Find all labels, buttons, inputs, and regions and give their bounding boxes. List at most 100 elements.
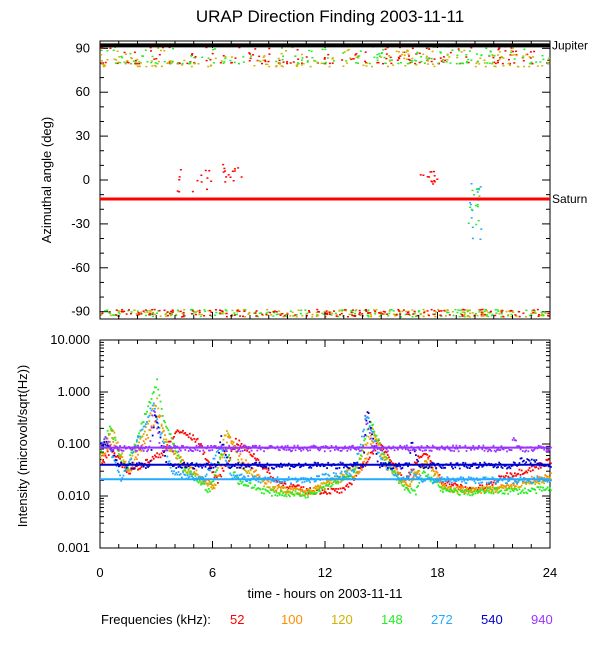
series-point-52 xyxy=(313,493,316,495)
scatter-point xyxy=(532,56,535,58)
series-point-540 xyxy=(514,462,516,464)
series-point-272 xyxy=(314,480,317,482)
scatter-point xyxy=(515,54,518,57)
series-point-52 xyxy=(420,456,423,458)
series-point-120 xyxy=(505,486,507,489)
series-point-52 xyxy=(119,457,121,460)
series-point-940 xyxy=(356,446,359,449)
series-point-272 xyxy=(121,477,124,479)
series-point-120 xyxy=(497,487,499,490)
scatter-point xyxy=(426,176,429,178)
series-point-540 xyxy=(145,467,147,469)
scatter-point xyxy=(266,308,269,311)
series-point-940 xyxy=(114,445,117,448)
series-point-940 xyxy=(195,444,198,447)
scatter-point xyxy=(528,314,531,317)
scatter-point xyxy=(196,179,199,182)
series-point-120 xyxy=(417,469,420,472)
series-point-148 xyxy=(173,442,175,445)
series-point-120 xyxy=(174,452,177,455)
series-point-148 xyxy=(372,423,375,426)
series-point-940 xyxy=(269,444,272,447)
series-point-52 xyxy=(129,472,132,475)
series-point-148 xyxy=(536,486,539,488)
series-point-540 xyxy=(284,464,287,467)
series-point-540 xyxy=(203,463,206,466)
series-point-52 xyxy=(426,453,429,456)
y-tick-label: 30 xyxy=(76,128,90,143)
scatter-point xyxy=(420,60,423,63)
series-point-272 xyxy=(466,479,469,482)
series-point-540 xyxy=(289,467,291,470)
series-point-120 xyxy=(280,488,282,491)
scatter-point xyxy=(475,62,478,65)
series-point-52 xyxy=(308,492,310,495)
scatter-point xyxy=(478,187,481,190)
scatter-point xyxy=(282,55,285,57)
series-point-52 xyxy=(130,468,133,471)
series-point-52 xyxy=(325,491,327,494)
series-point-940 xyxy=(533,448,535,451)
series-point-120 xyxy=(519,485,522,488)
series-point-272 xyxy=(312,478,315,480)
series-point-272 xyxy=(168,460,171,463)
series-point-272 xyxy=(457,479,460,482)
scatter-point xyxy=(214,57,217,60)
series-point-100 xyxy=(319,486,322,489)
series-point-940 xyxy=(119,445,121,447)
series-point-148 xyxy=(204,488,207,491)
series-point-540 xyxy=(193,467,196,470)
scatter-point xyxy=(158,53,161,56)
scatter-point xyxy=(355,62,358,64)
scatter-point xyxy=(425,47,428,50)
series-point-52 xyxy=(296,484,299,487)
series-point-540 xyxy=(130,467,133,470)
series-point-540 xyxy=(425,466,427,469)
series-point-940 xyxy=(266,447,269,450)
series-point-148 xyxy=(299,494,301,497)
series-point-540 xyxy=(191,462,193,464)
scatter-point xyxy=(409,61,412,64)
scatter-point xyxy=(123,51,126,54)
series-point-148 xyxy=(316,491,318,494)
series-point-100 xyxy=(304,490,307,492)
series-point-272 xyxy=(328,474,331,477)
series-point-272 xyxy=(240,473,243,476)
series-point-272 xyxy=(226,461,228,464)
series-point-540 xyxy=(347,467,350,469)
series-point-120 xyxy=(501,486,504,489)
series-point-52 xyxy=(137,468,139,471)
series-point-100 xyxy=(220,464,223,467)
series-point-120 xyxy=(466,486,469,489)
series-point-272 xyxy=(132,451,135,453)
series-point-540 xyxy=(237,462,240,464)
scatter-point xyxy=(189,62,192,65)
scatter-point xyxy=(407,62,410,65)
series-point-100 xyxy=(530,475,533,478)
series-point-120 xyxy=(445,488,448,491)
scatter-point xyxy=(482,315,485,317)
scatter-point xyxy=(282,61,285,63)
scatter-point xyxy=(278,310,281,312)
series-point-52 xyxy=(226,462,228,465)
series-point-940 xyxy=(518,445,521,448)
series-point-940 xyxy=(397,448,399,451)
x-tick-label: 0 xyxy=(96,565,103,580)
scatter-point xyxy=(463,49,466,52)
scatter-point xyxy=(254,310,257,313)
series-point-540 xyxy=(543,463,546,466)
series-point-120 xyxy=(145,426,147,429)
series-point-940 xyxy=(395,447,398,450)
series-point-148 xyxy=(284,493,287,496)
series-point-52 xyxy=(199,444,201,447)
scatter-point xyxy=(433,310,436,312)
series-point-272 xyxy=(147,416,150,419)
series-point-52 xyxy=(322,492,325,494)
series-point-120 xyxy=(169,450,172,452)
scatter-point xyxy=(130,63,133,65)
series-point-272 xyxy=(385,468,388,471)
series-point-120 xyxy=(186,473,189,475)
scatter-point xyxy=(335,315,338,318)
scatter-point xyxy=(540,313,543,315)
series-point-940 xyxy=(464,444,467,447)
